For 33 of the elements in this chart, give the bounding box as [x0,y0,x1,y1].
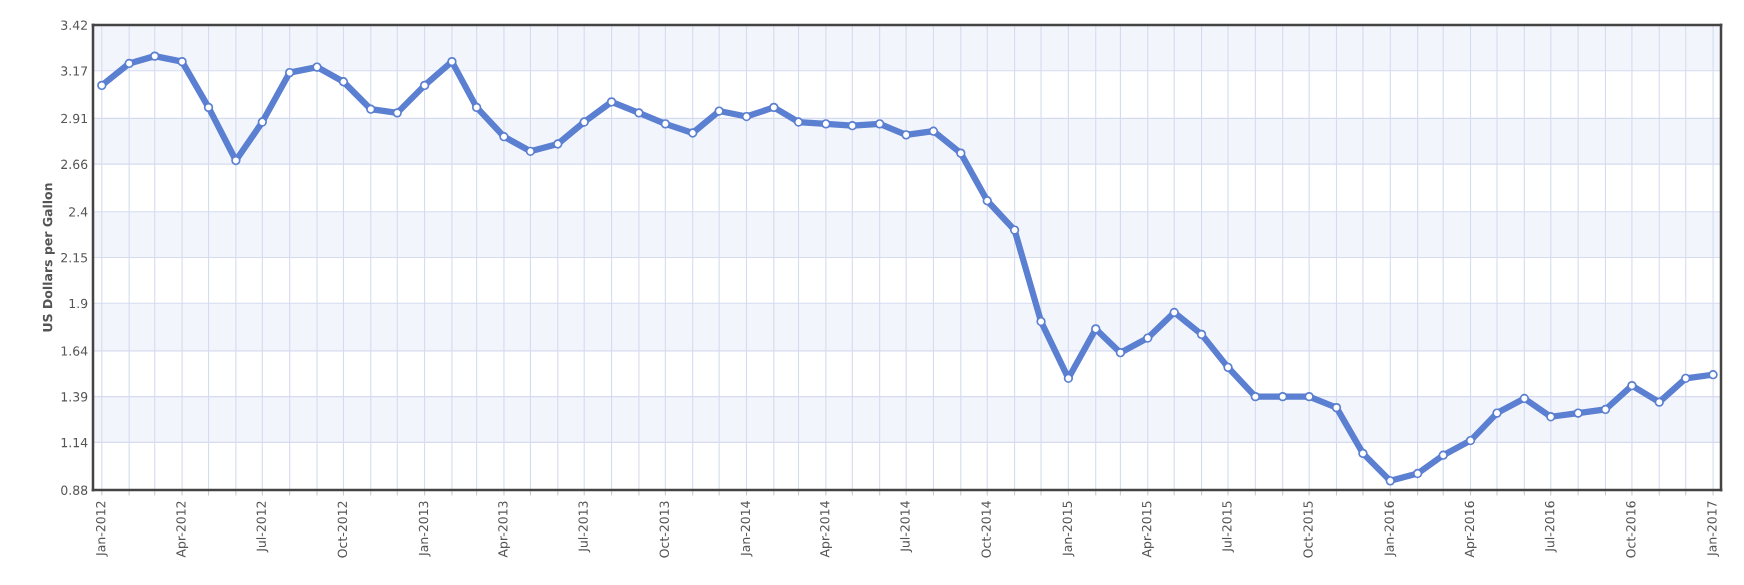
x-tick-label: Apr-2013 [498,501,511,558]
x-tick-label: Apr-2015 [1141,501,1154,558]
x-tick-label: Oct-2012 [337,501,348,558]
y-tick-label: 2.4 [69,207,88,217]
y-tick-label: 1.9 [69,298,88,309]
y-tick-label: 1.64 [61,346,88,356]
y-tick-label: 0.88 [61,485,88,495]
x-tick-label: Oct-2015 [1303,501,1313,558]
y-tick-label: 1.39 [61,392,88,402]
y-axis-title: US Dollars per Gallon [42,183,55,332]
y-tick-label: 2.91 [61,113,87,124]
x-tick-label: Jan-2013 [418,501,431,557]
x-tick-label: Oct-2013 [659,501,669,558]
y-tick-label: 2.66 [61,159,88,170]
x-tick-label: Jul-2013 [578,501,591,553]
x-tick-label: Jul-2012 [256,501,269,553]
x-tick-label: Jan-2017 [1707,501,1720,557]
y-tick-label: 3.17 [61,66,88,76]
x-tick-label: Jul-2014 [900,501,913,553]
x-tick-label: Oct-2016 [1626,501,1636,558]
x-tick-label: Jul-2015 [1221,501,1234,553]
x-tick-label: Jan-2014 [740,501,753,557]
y-tick-label: 2.15 [61,252,88,263]
y-tick-label: 1.14 [61,438,88,448]
x-tick-label: Jan-2012 [95,501,108,557]
x-tick-label: Oct-2014 [981,501,991,558]
x-tick-label: Jul-2016 [1544,501,1557,553]
y-tick-label: 3.42 [61,20,87,30]
x-tick-label: Jan-2016 [1384,501,1397,557]
x-tick-label: Jan-2015 [1062,501,1075,557]
x-tick-label: Apr-2012 [176,501,189,558]
x-tick-label: Apr-2016 [1464,501,1477,558]
x-tick-label: Apr-2014 [820,501,832,558]
